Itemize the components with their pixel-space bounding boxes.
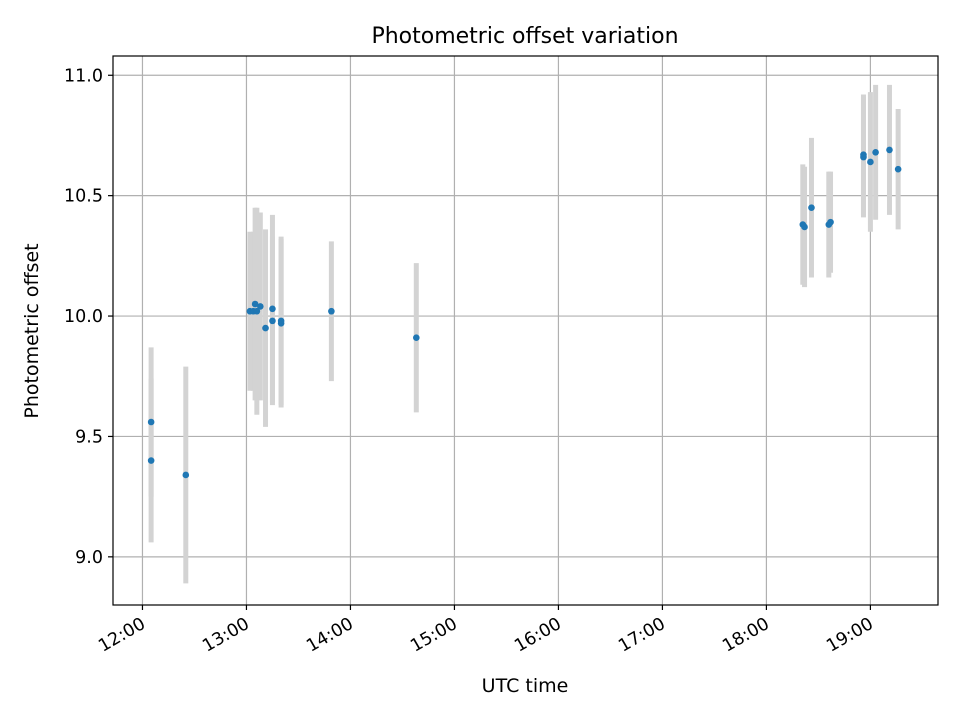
data-point	[886, 146, 893, 154]
data-point	[147, 457, 155, 464]
y-tick-label: 11.0	[64, 66, 103, 86]
data-point	[251, 300, 259, 308]
data-point	[328, 307, 335, 315]
data-point	[894, 165, 902, 173]
data-point	[253, 307, 261, 315]
data-points	[147, 146, 902, 479]
data-point	[269, 317, 276, 325]
x-axis-label: UTC time	[482, 675, 569, 697]
data-point	[277, 317, 285, 325]
y-tick-label: 10.0	[64, 307, 103, 327]
plot-area	[113, 56, 938, 605]
y-axis-label: Photometric offset	[21, 243, 43, 418]
data-point	[808, 204, 815, 211]
data-point	[147, 418, 155, 426]
data-point	[269, 305, 276, 313]
data-point	[257, 303, 264, 310]
data-point	[860, 153, 867, 161]
chart-title: Photometric offset variation	[371, 24, 678, 49]
y-tick-label: 9.0	[75, 548, 103, 568]
data-point	[413, 334, 420, 342]
data-point	[262, 324, 269, 332]
data-point	[182, 471, 190, 479]
plot-frame	[112, 55, 939, 606]
data-point	[827, 218, 834, 226]
y-tick-label: 10.5	[64, 187, 103, 207]
data-point	[872, 149, 879, 156]
data-point	[867, 158, 874, 166]
y-tick-label: 9.5	[75, 427, 103, 447]
y-axis-ticks: 9.0 9.5 10.0 10.5 11.0	[64, 66, 113, 568]
data-point	[801, 223, 808, 231]
